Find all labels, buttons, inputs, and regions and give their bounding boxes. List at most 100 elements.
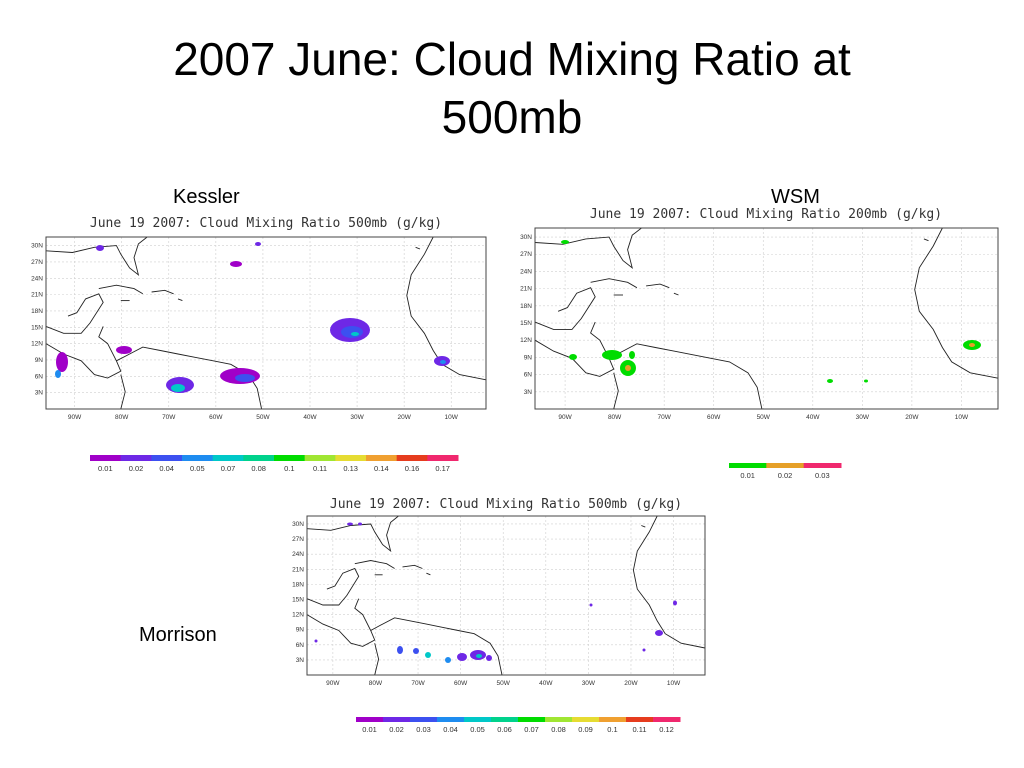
coastline	[45, 236, 148, 276]
colorbar-label: 0.12	[659, 725, 674, 734]
lon-tick-label: 50W	[757, 414, 771, 421]
lat-tick-label: 3N	[35, 390, 44, 397]
colorbar-segment	[729, 463, 767, 468]
colorbar-segment	[437, 717, 465, 722]
colorbar-segment	[356, 717, 384, 722]
cloud-patch	[347, 522, 353, 526]
lon-tick-label: 10W	[955, 414, 969, 421]
lon-tick-label: 50W	[497, 680, 511, 687]
cloud-patch	[235, 374, 255, 382]
lon-tick-label: 40W	[806, 414, 820, 421]
kessler-cloud-field	[55, 242, 450, 393]
cloud-patch	[625, 365, 631, 371]
colorbar-label: 0.02	[778, 471, 793, 480]
kessler-colorbar: 0.01 0.02 0.04 0.05 0.07 0.08 0.1 0.11 0.13 0.14 0…	[90, 455, 459, 473]
lon-tick-label: 90W	[326, 680, 340, 687]
colorbar-segment	[182, 455, 214, 461]
colorbar-segment	[90, 455, 122, 461]
lon-tick-label: 50W	[256, 414, 270, 421]
colorbar-label: 0.1	[284, 464, 294, 473]
island-outline	[354, 560, 395, 569]
colorbar-segment	[383, 717, 411, 722]
coastline	[632, 515, 706, 649]
lat-tick-label: 18N	[292, 581, 304, 588]
colorbar-label: 0.13	[343, 464, 358, 473]
colorbar-label: 0.01	[362, 725, 377, 734]
colorbar-segment	[599, 717, 627, 722]
lon-tick-label: 80W	[115, 414, 129, 421]
colorbar-segment	[396, 455, 428, 461]
lat-tick-label: 27N	[520, 251, 532, 258]
lon-tick-label: 10W	[667, 680, 681, 687]
lon-tick-label: 70W	[411, 680, 425, 687]
lon-tick-label: 30W	[856, 414, 870, 421]
lat-tick-label: 12N	[31, 341, 43, 348]
lat-tick-label: 6N	[296, 642, 305, 649]
wsm-coastlines	[534, 227, 999, 410]
coastline	[406, 236, 487, 381]
cloud-patch	[629, 351, 635, 359]
cloud-patch	[476, 654, 482, 658]
cloud-patch	[864, 379, 868, 383]
lat-tick-label: 30N	[520, 234, 532, 241]
morrison-gridlines	[307, 516, 705, 675]
island-outline	[415, 246, 421, 250]
wsm-cloud-field	[561, 240, 981, 383]
lon-tick-label: 80W	[608, 414, 622, 421]
lon-tick-label: 10W	[445, 414, 459, 421]
morrison-coastlines	[306, 515, 706, 676]
lat-tick-label: 6N	[35, 373, 44, 380]
lon-tick-label: 30W	[582, 680, 596, 687]
colorbar-segment	[274, 455, 306, 461]
colorbar-label: 0.16	[405, 464, 420, 473]
cloud-patch	[642, 648, 646, 652]
kessler-gridlines	[46, 237, 486, 409]
wsm-map-frame	[534, 227, 999, 410]
colorbar-label: 0.09	[578, 725, 593, 734]
cloud-patch	[969, 343, 975, 347]
lat-tick-label: 21N	[292, 566, 304, 573]
lat-tick-label: 6N	[524, 372, 533, 379]
cloud-patch	[397, 646, 403, 654]
colorbar-segment	[427, 455, 459, 461]
coastline	[370, 617, 503, 676]
wsm-ticks: 30N 27N 24N 21N 18N 15N 12N 9N 6N 3N 90W 80W 70W 60W 5…	[520, 234, 969, 421]
cloud-patch	[116, 346, 132, 354]
lat-tick-label: 12N	[292, 612, 304, 619]
lat-tick-label: 30N	[292, 521, 304, 528]
lat-tick-label: 15N	[292, 596, 304, 603]
cloud-patch	[445, 657, 451, 663]
cloud-patch	[351, 332, 359, 336]
coastline	[534, 227, 642, 269]
lat-tick-label: 9N	[35, 357, 44, 364]
lon-tick-label: 70W	[657, 414, 671, 421]
colorbar-segment	[335, 455, 367, 461]
lat-tick-label: 21N	[31, 292, 43, 299]
morrison-cloud-field	[314, 522, 677, 663]
coastline	[120, 374, 126, 410]
morrison-ticks: 30N 27N 24N 21N 18N 15N 12N 9N 6N 3N 90W 80W 70W 60W 5…	[292, 521, 681, 687]
slide-title: 2007 June: Cloud Mixing Ratio at 500mb	[0, 30, 1024, 146]
colorbar-segment	[653, 717, 681, 722]
colorbar-label: 0.04	[443, 725, 458, 734]
colorbar-segment	[803, 463, 842, 468]
lon-tick-label: 30W	[350, 414, 364, 421]
lon-tick-label: 20W	[397, 414, 411, 421]
lat-tick-label: 21N	[520, 286, 532, 293]
colorbar-label: 0.01	[740, 471, 755, 480]
morrison-map-frame	[306, 515, 706, 676]
cloud-patch	[602, 350, 622, 360]
cloud-patch	[55, 370, 61, 378]
cloud-patch	[569, 354, 577, 360]
kessler-coastlines	[45, 236, 487, 410]
coastline	[914, 227, 999, 379]
colorbar-label: 0.11	[313, 464, 327, 473]
lat-tick-label: 15N	[31, 324, 43, 331]
lon-tick-label: 60W	[707, 414, 721, 421]
cloud-patch	[314, 639, 318, 643]
cloud-patch	[413, 648, 419, 654]
colorbar-label: 0.04	[159, 464, 174, 473]
colorbar-segment	[464, 717, 492, 722]
cloud-patch	[171, 384, 185, 392]
cloud-patch	[655, 630, 663, 636]
